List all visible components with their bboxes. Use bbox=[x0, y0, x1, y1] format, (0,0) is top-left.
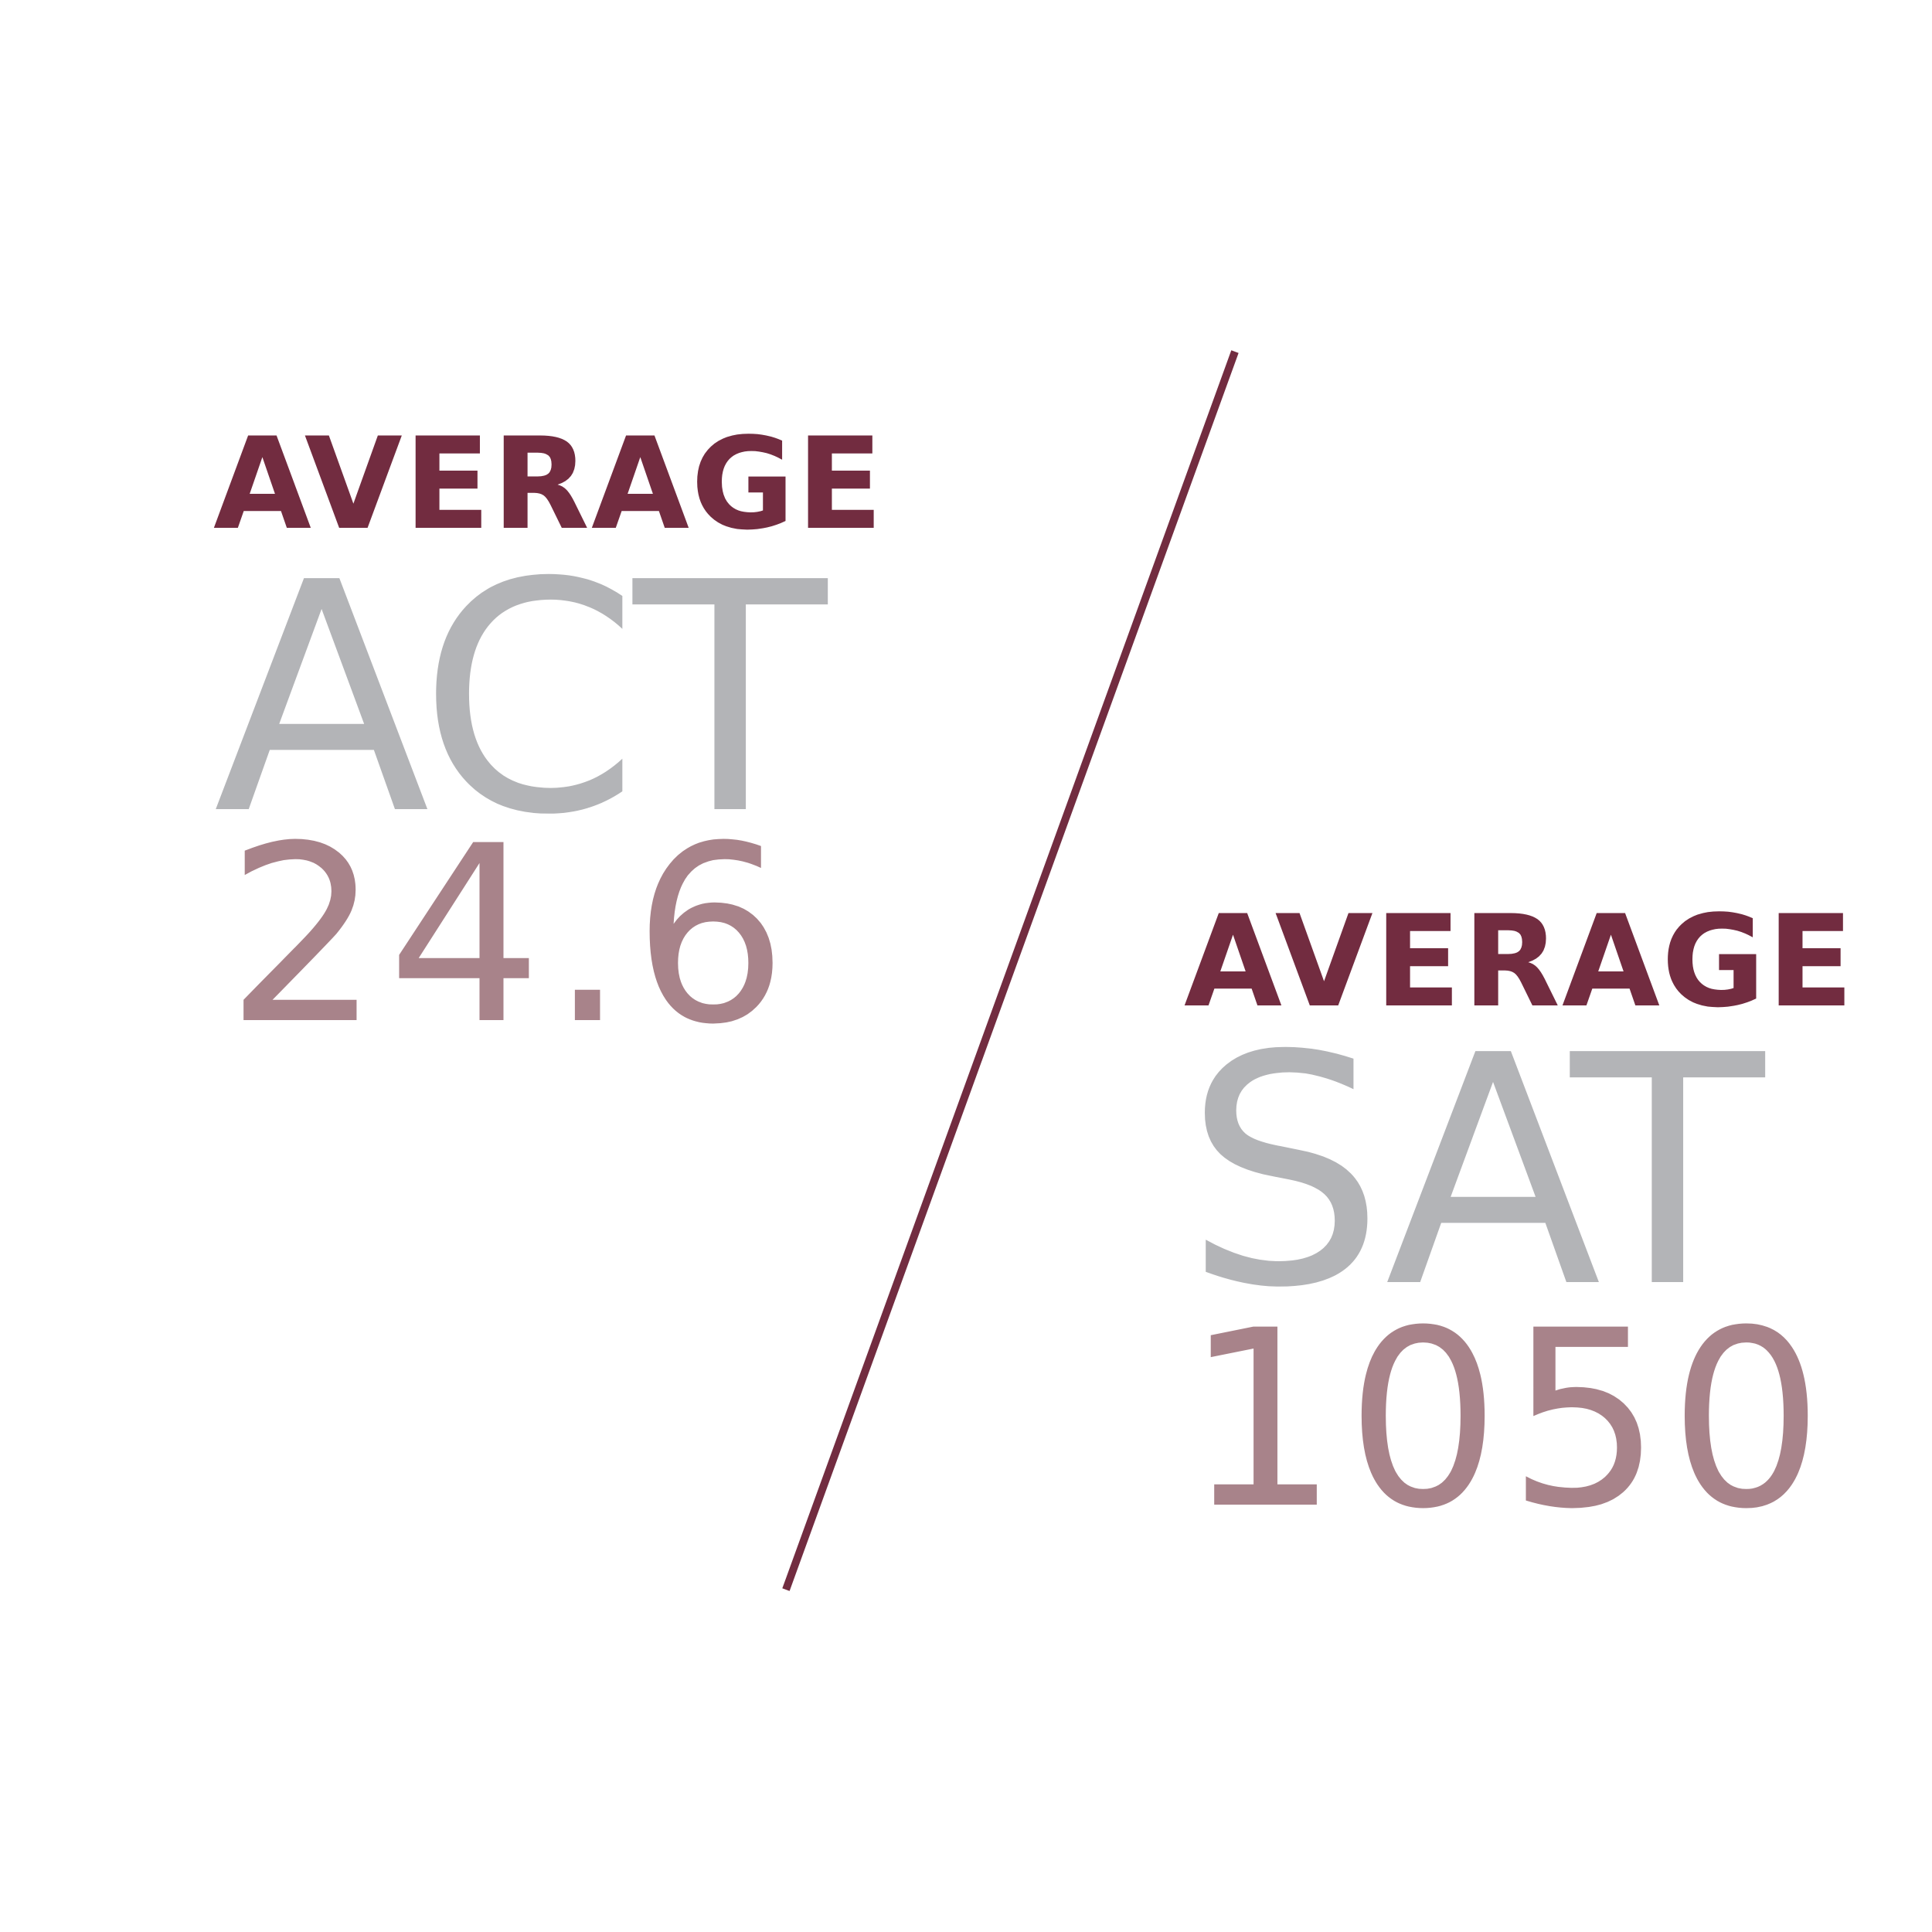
act-average-label: AVERAGE bbox=[213, 410, 885, 558]
sat-score-value: 1050 bbox=[1184, 1278, 1831, 1563]
act-test-name: ACT bbox=[213, 515, 827, 884]
sat-average-label: AVERAGE bbox=[1184, 888, 1855, 1036]
slash-divider-line bbox=[782, 350, 1239, 1591]
act-score-value: 24.6 bbox=[226, 794, 794, 1078]
sat-test-name: SAT bbox=[1184, 988, 1764, 1357]
